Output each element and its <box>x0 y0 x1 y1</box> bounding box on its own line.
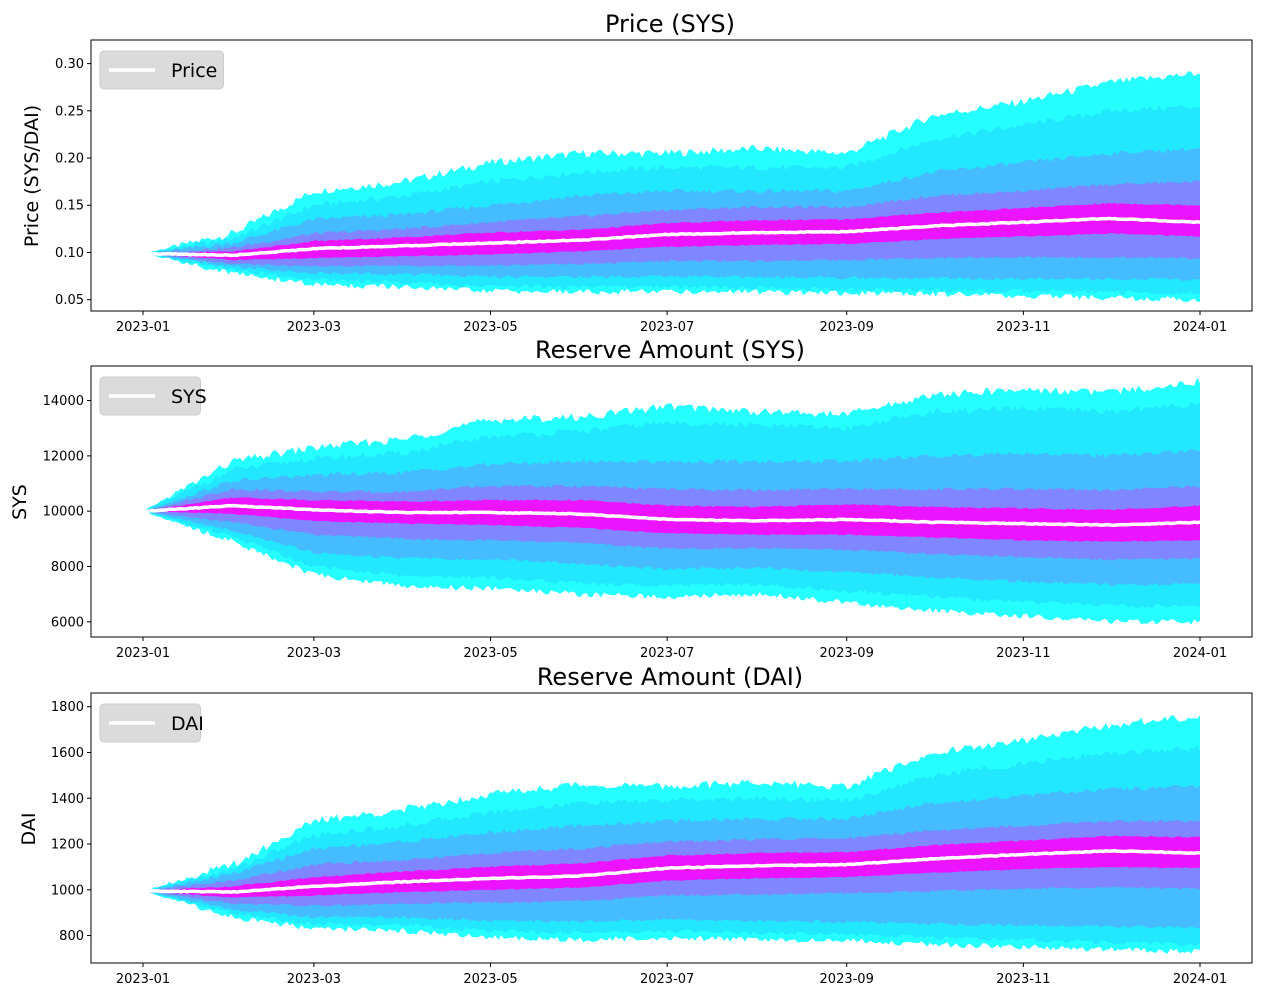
x-tick-label: 2023-09 <box>820 972 874 987</box>
panel-dai-ylabel: DAI <box>18 813 40 846</box>
panel-price-ylabel: Price (SYS/DAI) <box>21 105 43 247</box>
axes-frame <box>90 39 1253 312</box>
panel-dai-title: Reserve Amount (DAI) <box>537 663 803 691</box>
x-tick-label: 2023-03 <box>287 646 341 661</box>
y-tick-label: 0.15 <box>55 199 84 214</box>
x-tick-label: 2023-03 <box>287 320 341 335</box>
x-tick-label: 2024-01 <box>1173 972 1227 987</box>
y-tick-label: 0.30 <box>55 57 84 72</box>
axes-frame <box>90 692 1253 964</box>
y-tick-label: 1400 <box>51 792 84 807</box>
x-tick-label: 2023-09 <box>820 646 874 661</box>
y-tick-label: 1200 <box>51 838 84 853</box>
y-tick-label: 0.25 <box>55 104 84 119</box>
panel-dai-plot: 800 1000 1200 1400 1600 1800 2023-01 2023-03 202… <box>51 692 1253 987</box>
panel-price-title: Price (SYS) <box>605 10 735 38</box>
panel-sys-plot: 6000 8000 10000 12000 14000 2023-01 2023-03 202… <box>43 365 1253 661</box>
panel-dai: Reserve Amount (DAI) DAI 800 1000 1200 1400… <box>18 663 1253 987</box>
y-tick-label: 1800 <box>51 700 84 715</box>
legend-label: Price <box>171 60 217 82</box>
x-tick-label: 2023-05 <box>463 320 517 335</box>
legend-label: DAI <box>171 713 204 735</box>
legend-box <box>99 50 224 90</box>
y-tick-label: 1000 <box>51 883 84 898</box>
y-tick-label: 0.05 <box>55 293 84 308</box>
y-tick-label: 0.20 <box>55 152 84 167</box>
x-tick-label: 2023-01 <box>116 972 170 987</box>
x-tick-label: 2024-01 <box>1173 320 1227 335</box>
y-tick-label: 6000 <box>51 615 84 630</box>
legend-label: SYS <box>171 386 207 408</box>
median-line <box>142 503 1201 527</box>
x-tick-label: 2023-11 <box>996 646 1050 661</box>
axes-frame <box>90 365 1253 638</box>
x-tick-label: 2023-09 <box>820 320 874 335</box>
y-tick-label: 12000 <box>43 449 84 464</box>
x-tick-label: 2023-03 <box>287 972 341 987</box>
x-tick-label: 2023-11 <box>996 972 1050 987</box>
x-tick-label: 2023-05 <box>463 972 517 987</box>
median-line <box>142 849 1200 894</box>
median-line <box>142 216 1201 258</box>
x-tick-label: 2023-01 <box>116 320 170 335</box>
y-tick-label: 14000 <box>43 394 84 409</box>
y-tick-label: 0.10 <box>55 246 84 261</box>
panel-sys-title: Reserve Amount (SYS) <box>535 336 805 364</box>
panel-price-plot: 0.05 0.10 0.15 0.20 0.25 0.30 2023-01 2023-03 20… <box>55 39 1253 335</box>
y-tick-label: 800 <box>59 929 84 944</box>
x-tick-label: 2023-11 <box>996 320 1050 335</box>
x-tick-label: 2023-07 <box>640 972 694 987</box>
y-tick-label: 1600 <box>51 746 84 761</box>
panel-sys: Reserve Amount (SYS) SYS 6000 8000 10000 12… <box>9 336 1253 661</box>
x-tick-label: 2023-05 <box>463 646 517 661</box>
panel-sys-ylabel: SYS <box>9 484 31 520</box>
y-tick-label: 8000 <box>51 560 84 575</box>
x-tick-label: 2024-01 <box>1173 646 1227 661</box>
x-tick-label: 2023-07 <box>640 320 694 335</box>
y-tick-label: 10000 <box>43 505 84 520</box>
x-tick-label: 2023-01 <box>116 646 170 661</box>
panel-price: Price (SYS) Price (SYS/DAI) 0.05 0.10 0.15… <box>21 10 1253 335</box>
x-tick-label: 2023-07 <box>640 646 694 661</box>
